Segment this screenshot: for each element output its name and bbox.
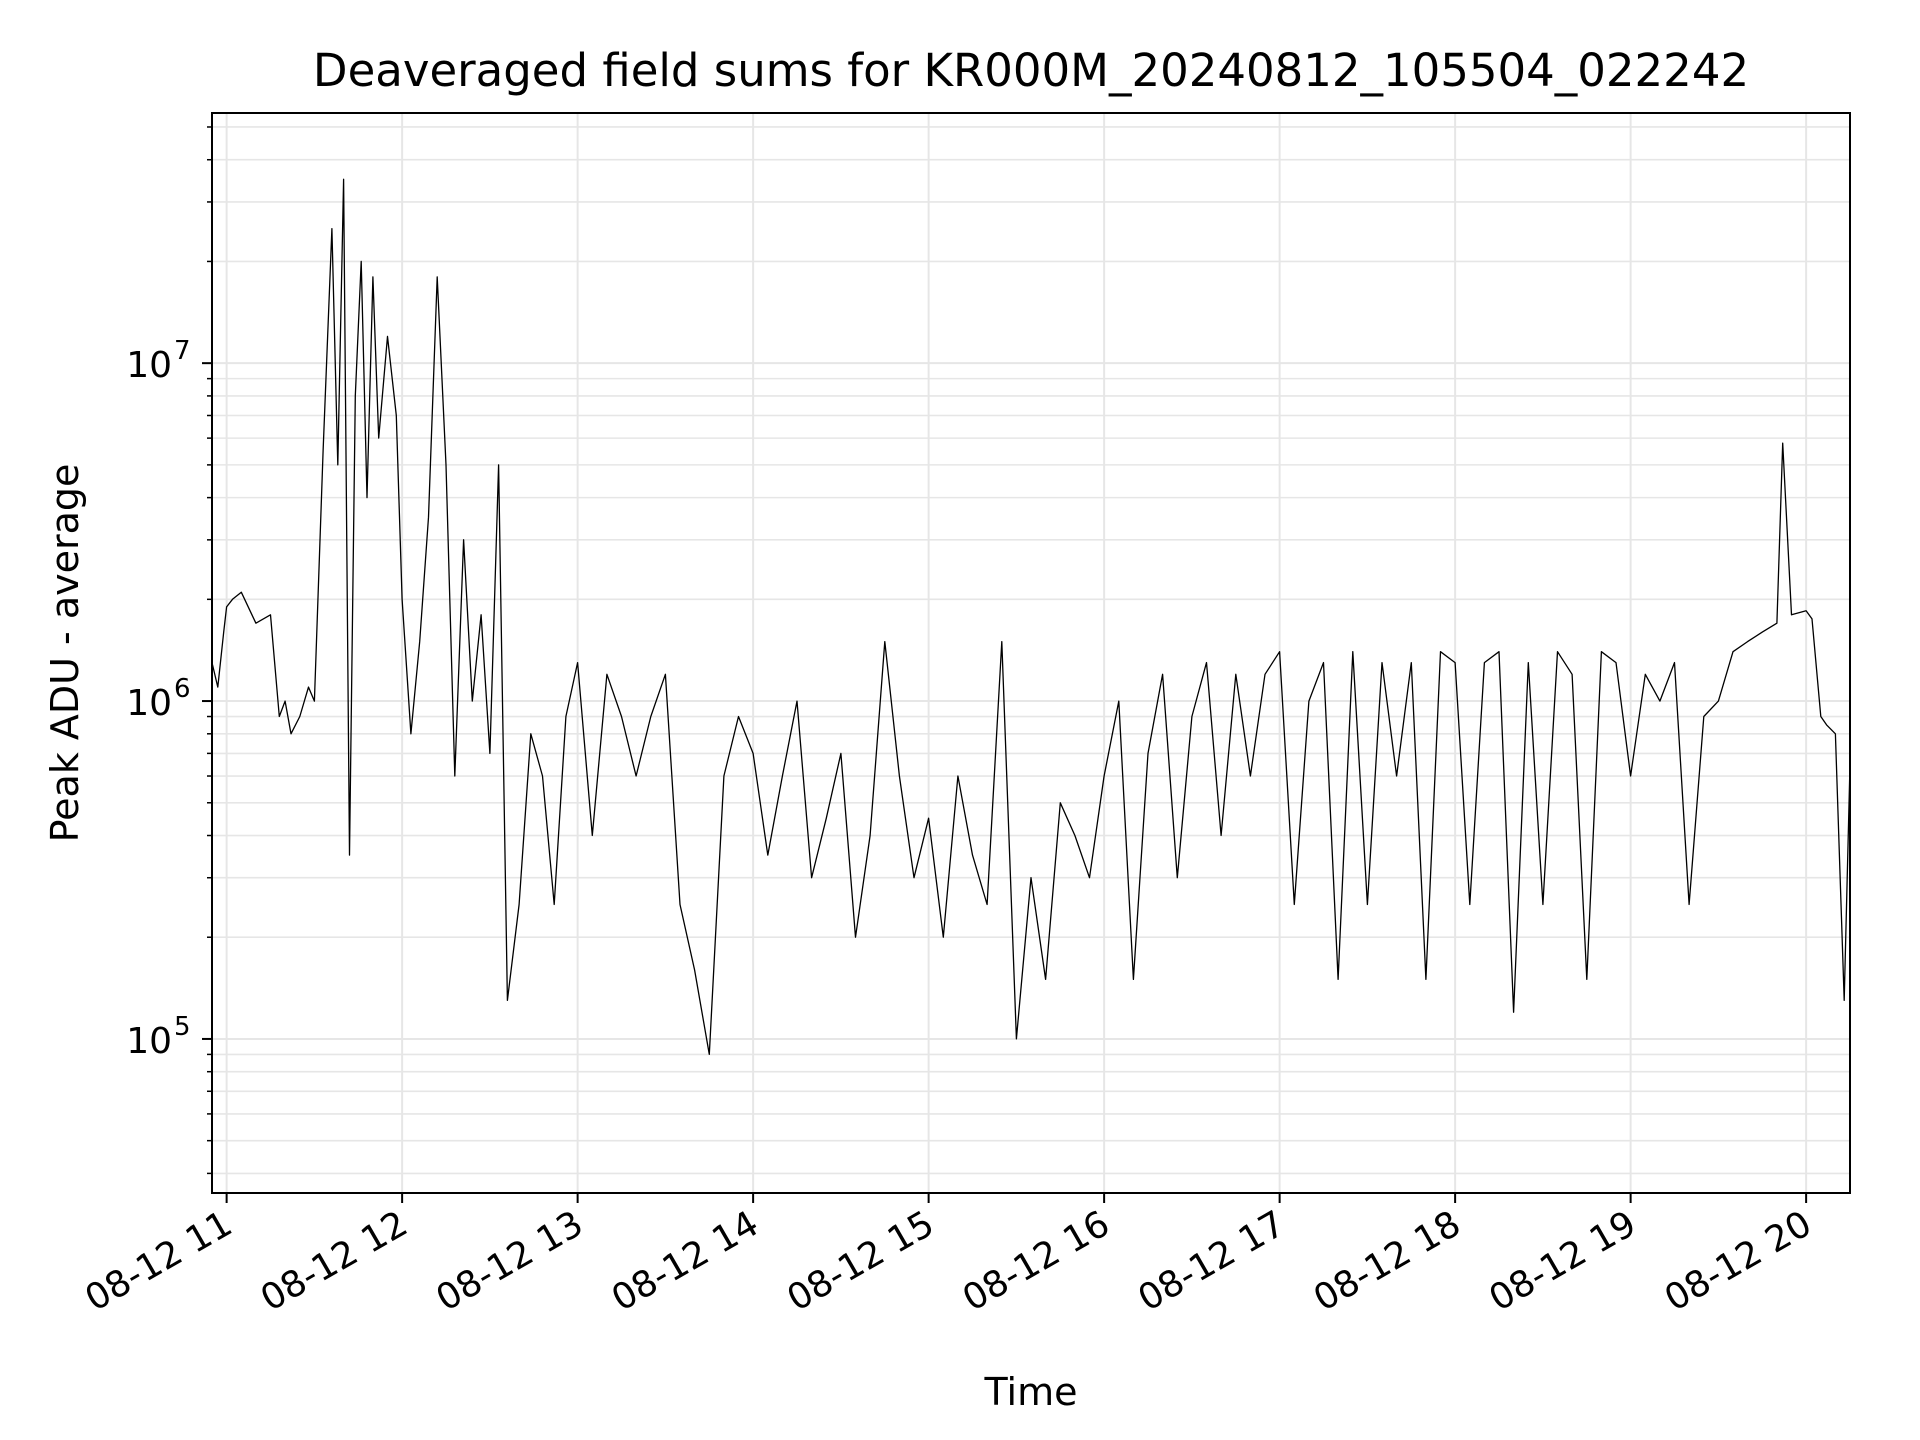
- series-line: [211, 178, 1851, 1056]
- y-tick-label: 10: [126, 345, 172, 386]
- y-tick-label: 10: [126, 683, 172, 724]
- y-tick-exponent: 5: [174, 1012, 191, 1042]
- y-tick-exponent: 7: [174, 336, 191, 366]
- plot-frame: [211, 112, 1851, 1194]
- y-tick-label: 10: [126, 1021, 172, 1062]
- y-axis-label: Peak ADU - average: [43, 464, 87, 843]
- grid: [212, 113, 1850, 1193]
- y-tick-exponent: 6: [174, 674, 191, 704]
- x-axis-label: Time: [984, 1370, 1078, 1414]
- chart-title: Deaveraged field sums for KR000M_2024081…: [313, 44, 1749, 97]
